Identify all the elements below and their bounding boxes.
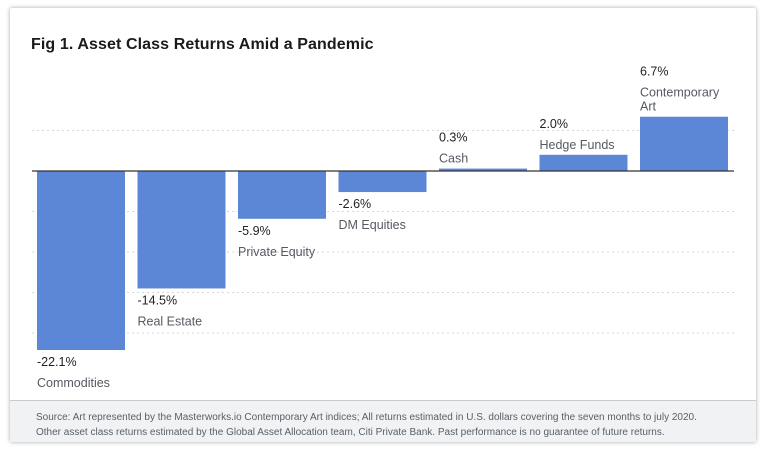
footer-note: Source: Art represented by the Masterwor… [36,410,748,440]
value-label-0: -22.1% [37,355,77,369]
bar-1 [137,171,226,289]
footer-line-2: Other asset class returns estimated by t… [36,427,665,438]
bar-5 [539,154,628,171]
category-label-1: Real Estate [138,314,203,328]
category-label-5: Hedge Funds [540,138,615,152]
bar-4 [439,168,527,171]
value-label-4: 0.3% [439,131,468,145]
value-label-1: -14.5% [138,293,178,307]
category-label-6-1: Art [640,100,657,114]
category-label-4: Cash [439,152,468,166]
category-label-3: DM Equities [339,218,406,232]
chart-title: Fig 1. Asset Class Returns Amid a Pandem… [31,36,374,53]
bar-chart: -22.1% Commodities -14.5% Real Estate -5.9% P… [32,65,734,390]
category-label-0: Commodities [37,376,110,390]
footer-line-1: Source: Art represented by the Masterwor… [36,412,697,423]
bar-0 [37,171,125,351]
source-footer: Source: Art represented by the Masterwor… [10,400,756,442]
bar-2 [238,171,326,219]
bar-3 [338,171,427,193]
chart-panel: Fig 1. Asset Class Returns Amid a Pandem… [10,8,756,442]
value-label-6: 6.7% [640,65,669,79]
value-label-3: -2.6% [339,197,372,211]
category-label-6-0: Contemporary [640,86,720,100]
category-label-2: Private Equity [238,245,316,259]
value-label-5: 2.0% [540,117,569,131]
value-label-2: -5.9% [238,224,271,238]
bar-6 [640,116,728,171]
